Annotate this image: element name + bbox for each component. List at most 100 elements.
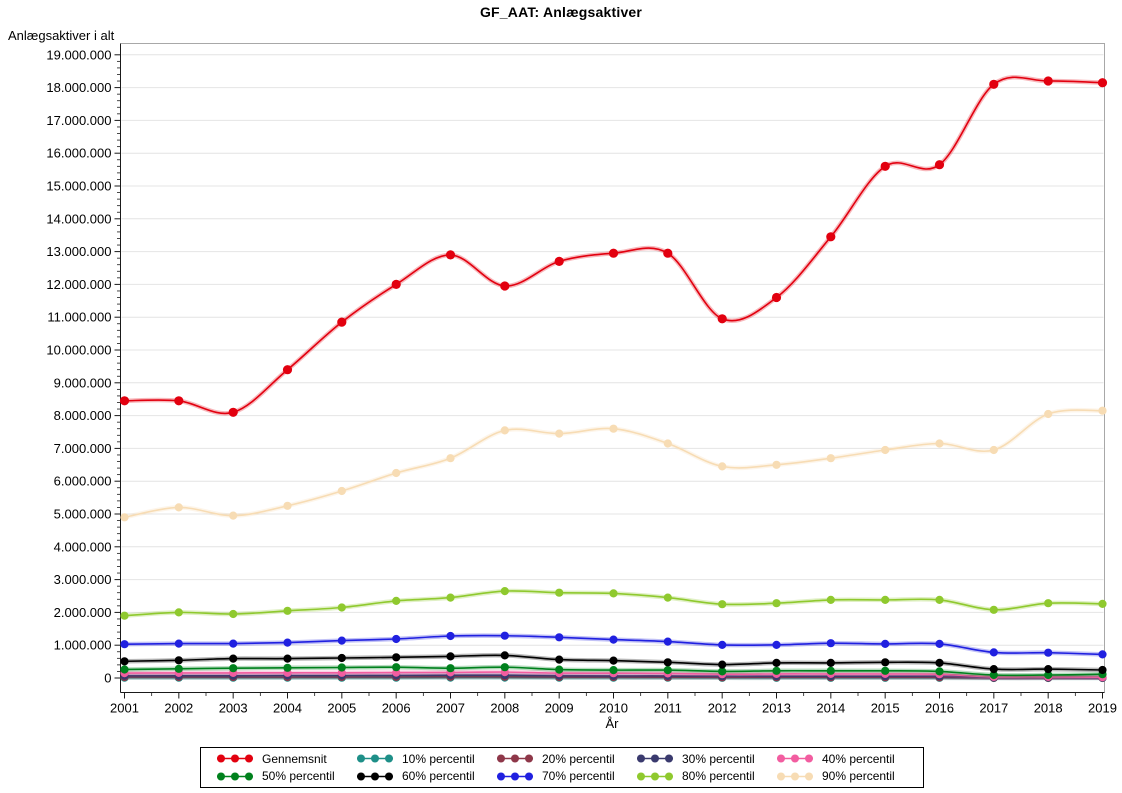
legend-marker-icon — [637, 754, 673, 763]
data-point-marker — [120, 665, 129, 674]
data-point-marker — [718, 640, 727, 650]
data-point-marker — [500, 651, 509, 660]
data-point-marker — [174, 396, 184, 406]
data-point-marker — [446, 631, 455, 641]
x-tick-label: 2005 — [327, 701, 356, 716]
legend: Gennemsnit 10% percentil 20% percentil 30% … — [200, 747, 924, 788]
x-tick-label: 2016 — [925, 701, 954, 716]
data-point-marker — [663, 666, 672, 675]
legend-label: 30% percentil — [682, 751, 755, 766]
data-point-marker — [445, 250, 456, 260]
data-point-marker — [229, 609, 238, 619]
data-point-marker — [609, 589, 618, 598]
data-point-marker — [391, 279, 401, 289]
series-gennemsnit — [119, 74, 1108, 417]
x-tick-label: 2012 — [708, 701, 737, 716]
data-point-marker — [174, 503, 183, 512]
data-point-marker — [718, 667, 727, 676]
legend-marker-icon — [497, 772, 533, 781]
legend-marker-icon — [497, 754, 533, 763]
data-point-marker — [881, 595, 890, 605]
legend-marker-icon — [637, 772, 673, 781]
data-point-marker — [228, 407, 238, 417]
data-point-marker — [500, 426, 509, 435]
data-point-marker — [120, 657, 129, 666]
data-point-marker — [663, 637, 672, 646]
data-point-marker — [609, 635, 618, 644]
x-tick-label: 2009 — [545, 701, 574, 716]
data-point-marker — [826, 595, 835, 605]
legend-marker-icon — [777, 772, 813, 781]
data-point-marker — [174, 656, 183, 665]
data-point-marker — [718, 600, 727, 609]
series-50-percentil — [120, 663, 1107, 680]
x-axis-title: År — [606, 716, 620, 731]
x-tick-label: 2004 — [273, 701, 302, 716]
legend-item-30-percentil: 30% percentil — [635, 752, 775, 766]
chart-title: GF_AAT: Anlægsaktiver — [479, 4, 643, 20]
x-tick-label: 2015 — [871, 701, 900, 716]
legend-item-20-percentil: 20% percentil — [495, 752, 635, 766]
data-point-marker — [935, 658, 944, 668]
data-point-marker — [1098, 599, 1107, 609]
y-tick-label: 14.000.000 — [46, 211, 111, 226]
y-tick-label: 15.000.000 — [46, 179, 111, 194]
data-point-marker — [337, 663, 346, 672]
legend-item-80-percentil: 80% percentil — [635, 769, 775, 783]
data-point-marker — [337, 653, 346, 663]
data-point-marker — [392, 468, 401, 478]
y-tick-label: 7.000.000 — [54, 441, 112, 456]
data-point-marker — [120, 513, 129, 522]
legend-marker-icon — [357, 772, 393, 781]
legend-marker-icon — [217, 772, 253, 781]
x-tick-label: 2017 — [979, 701, 1008, 716]
data-point-marker — [989, 445, 998, 455]
x-tick-label: 2014 — [816, 701, 845, 716]
data-point-marker — [1043, 76, 1053, 86]
data-point-marker — [337, 636, 346, 645]
y-tick-label: 12.000.000 — [46, 277, 111, 292]
data-point-marker — [663, 658, 672, 667]
data-point-marker — [500, 631, 509, 640]
legend-item-50-percentil: 50% percentil — [215, 769, 355, 783]
y-tick-label: 18.000.000 — [46, 80, 111, 95]
data-point-marker — [772, 460, 781, 469]
data-point-marker — [392, 663, 401, 672]
x-tick-label: 2001 — [110, 701, 139, 716]
x-tick-label: 2003 — [219, 701, 248, 716]
x-tick-label: 2002 — [164, 701, 193, 716]
data-point-marker — [989, 648, 998, 657]
x-tick-label: 2007 — [436, 701, 465, 716]
data-point-marker — [826, 639, 835, 648]
data-point-marker — [554, 256, 564, 266]
data-point-marker — [120, 611, 129, 620]
y-tick-label: 8.000.000 — [54, 408, 112, 423]
y-axis: 0 1.000.000 2.000.000 3.000.000 4.000.000 5.0… — [46, 47, 121, 686]
data-point-marker — [881, 639, 890, 649]
data-point-marker — [283, 638, 292, 647]
data-point-marker — [935, 595, 944, 605]
data-point-marker — [609, 666, 618, 675]
data-point-marker — [989, 605, 998, 614]
legend-item-10-percentil: 10% percentil — [355, 752, 495, 766]
data-point-marker — [1044, 409, 1053, 419]
data-point-marker — [229, 654, 238, 663]
data-point-marker — [772, 640, 781, 650]
x-tick-label: 2006 — [382, 701, 411, 716]
legend-item-70-percentil: 70% percentil — [495, 769, 635, 783]
data-point-marker — [1044, 665, 1053, 674]
data-point-marker — [174, 639, 183, 648]
y-tick-label: 4.000.000 — [54, 539, 112, 554]
series-line — [124, 76, 1103, 415]
x-tick-label: 2008 — [490, 701, 519, 716]
data-point-marker — [663, 248, 673, 258]
legend-label: 40% percentil — [822, 751, 895, 766]
data-point-marker — [609, 424, 618, 433]
y-tick-label: 19.000.000 — [46, 47, 111, 62]
legend-marker-icon — [217, 754, 253, 763]
data-point-marker — [881, 445, 890, 455]
data-point-marker — [446, 652, 455, 661]
data-point-marker — [283, 663, 292, 672]
data-point-marker — [282, 365, 293, 375]
x-tick-label: 2019 — [1088, 701, 1117, 716]
